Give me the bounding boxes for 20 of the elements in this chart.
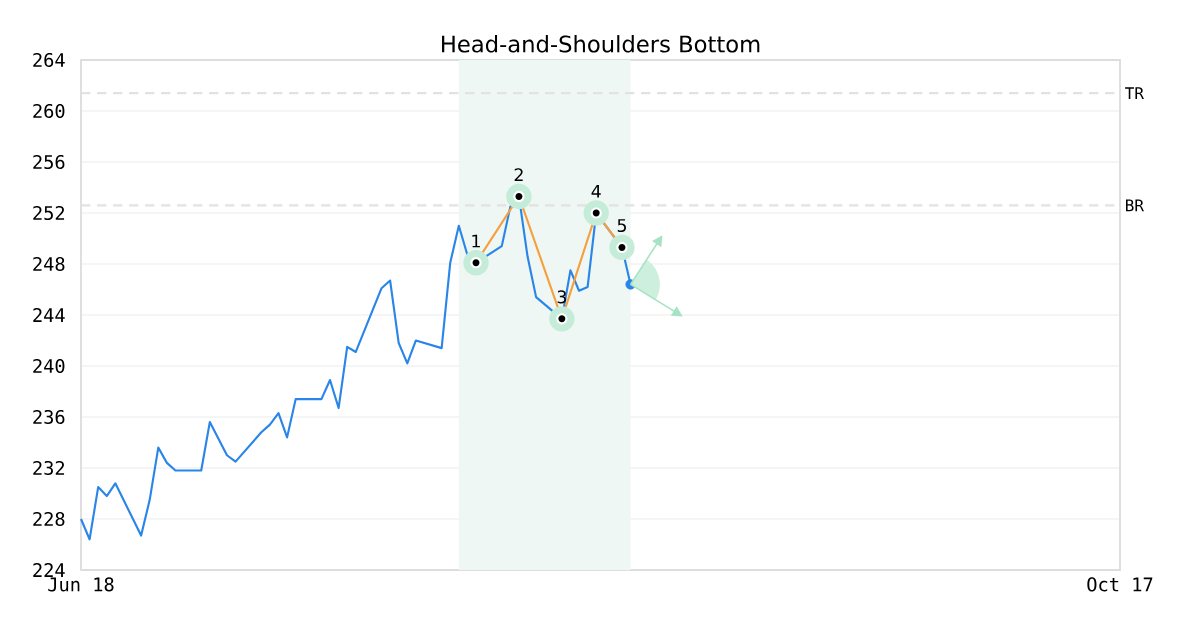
ref-line-label: TR xyxy=(1125,87,1144,99)
y-tick-label: 232 xyxy=(33,460,65,476)
y-tick-label: 248 xyxy=(33,256,65,272)
annotation: 5 xyxy=(617,219,626,233)
y-tick-label: 244 xyxy=(33,308,65,322)
y-tick-label: 256 xyxy=(33,154,65,170)
y-tick-label: 228 xyxy=(33,511,65,527)
y-tick-label: 260 xyxy=(33,103,65,119)
y-tick-label: 240 xyxy=(33,358,65,374)
chart-title: Head-and-Shoulders Bottom xyxy=(442,35,760,53)
annotation: 1 xyxy=(472,234,480,248)
x-tick-label: Jun 18 xyxy=(48,577,114,592)
ref-line-label: BR xyxy=(1126,199,1144,212)
y-tick-label: 224 xyxy=(33,563,65,577)
x-tick-label: Oct 17 xyxy=(1087,577,1153,592)
y-tick-label: 252 xyxy=(33,205,65,221)
annotation: 2 xyxy=(514,168,523,182)
annotation: 4 xyxy=(591,184,601,198)
y-tick-label: 264 xyxy=(33,52,65,68)
y-tick-label: 236 xyxy=(33,409,65,425)
